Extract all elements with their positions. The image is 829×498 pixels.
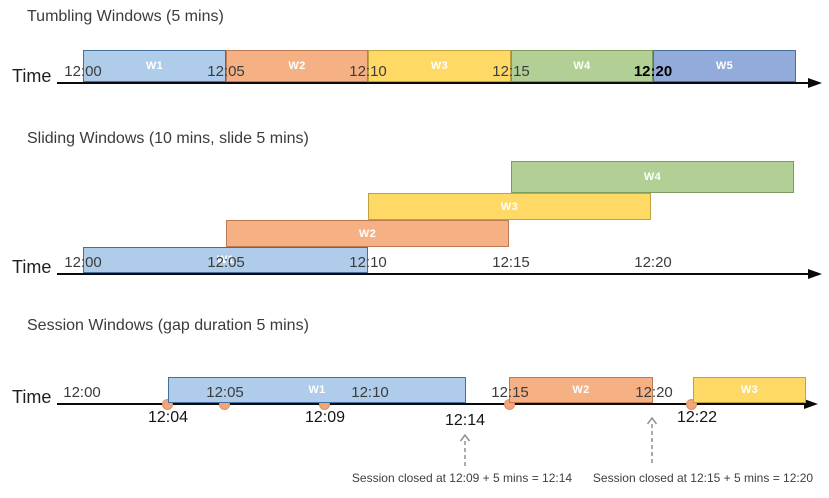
- tumbling-window-w5-label: W5: [715, 60, 734, 72]
- sliding-window-w2: W2: [226, 220, 509, 247]
- sliding-axis-arrowhead-icon: [808, 269, 822, 279]
- sliding-tick-1215: 12:15: [492, 254, 530, 271]
- tumbling-time-axis-label: Time: [12, 66, 52, 86]
- tumbling-window-w3-label: W3: [430, 60, 449, 72]
- tumbling-window-w4: W4: [511, 50, 653, 82]
- sliding-time-axis-label: Time: [12, 257, 52, 277]
- up-arrow-head: [459, 434, 471, 442]
- session-tick-1205: 12:05: [206, 384, 244, 401]
- session-tick-1200: 12:00: [63, 384, 101, 401]
- session-closed-annotation-1: Session closed at 12:09 + 5 mins = 12:14: [351, 471, 573, 485]
- session-tick-1220: 12:20: [635, 384, 673, 401]
- tumbling-window-w3: W3: [368, 50, 511, 82]
- sliding-tick-1200: 12:00: [64, 254, 102, 271]
- sliding-window-w4-label: W4: [643, 171, 662, 183]
- sliding-window-w3-label: W3: [500, 200, 519, 213]
- session-tick-1215: 12:15: [491, 384, 529, 401]
- session-window-w1: W1: [168, 377, 466, 403]
- tumbling-window-w2: W2: [226, 50, 368, 82]
- session-axis-arrowhead-icon: [804, 399, 818, 409]
- session-window-w2-label: W2: [572, 384, 590, 396]
- sliding-tick-1205: 12:05: [207, 254, 245, 271]
- session-close-up-arrow-icon: [459, 434, 471, 466]
- event-dot-1204: [162, 399, 173, 410]
- session-window-w3-label: W3: [740, 384, 759, 396]
- sliding-time-axis: [57, 273, 810, 275]
- session-window-w2: W2: [509, 377, 653, 403]
- session-tick-1210: 12:10: [351, 384, 389, 401]
- session-time-axis-label: Time: [12, 387, 52, 407]
- sliding-window-w3: W3: [368, 193, 651, 220]
- event-label-1222: 12:22: [676, 409, 718, 426]
- event-label-1209: 12:09: [304, 409, 346, 426]
- sliding-window-w2-label: W2: [358, 227, 377, 240]
- tumbling-tick-1215: 12:15: [492, 63, 530, 80]
- event-label-1204: 12:04: [147, 409, 189, 426]
- tumbling-window-w5: W5: [653, 50, 796, 82]
- tumbling-window-w4-label: W4: [573, 60, 591, 72]
- sliding-tick-1210: 12:10: [349, 254, 387, 271]
- session-time-axis: [57, 403, 806, 405]
- tumbling-window-w1: W1: [83, 50, 226, 82]
- up-arrow-head: [646, 417, 658, 425]
- session-window-w3: W3: [693, 377, 806, 403]
- sliding-tick-1220: 12:20: [634, 254, 672, 271]
- sliding-window-w1: W1: [83, 247, 368, 273]
- tumbling-tick-1200: 12:00: [64, 63, 102, 80]
- sliding-window-w1-label: W1: [216, 254, 235, 266]
- tumbling-window-w1-label: W1: [145, 60, 164, 72]
- tumbling-tick-1220: 12:20: [633, 63, 673, 80]
- tumbling-window-w2-label: W2: [288, 60, 306, 72]
- tumbling-time-axis: [57, 82, 810, 84]
- sliding-window-w4: W4: [511, 161, 794, 193]
- tumbling-axis-arrowhead-icon: [808, 78, 822, 88]
- session-close-up-arrow-icon: [646, 417, 658, 466]
- event-dot-1222: [686, 399, 697, 410]
- tumbling-title: Tumbling Windows (5 mins): [27, 8, 224, 25]
- sliding-title: Sliding Windows (10 mins, slide 5 mins): [27, 130, 309, 147]
- event-label-1214: 12:14: [444, 412, 486, 429]
- tumbling-tick-1205: 12:05: [207, 63, 245, 80]
- session-window-w1-label: W1: [308, 384, 326, 396]
- session-title: Session Windows (gap duration 5 mins): [27, 317, 309, 334]
- session-closed-annotation-2: Session closed at 12:15 + 5 mins = 12:20: [592, 471, 814, 485]
- tumbling-tick-1210: 12:10: [349, 63, 387, 80]
